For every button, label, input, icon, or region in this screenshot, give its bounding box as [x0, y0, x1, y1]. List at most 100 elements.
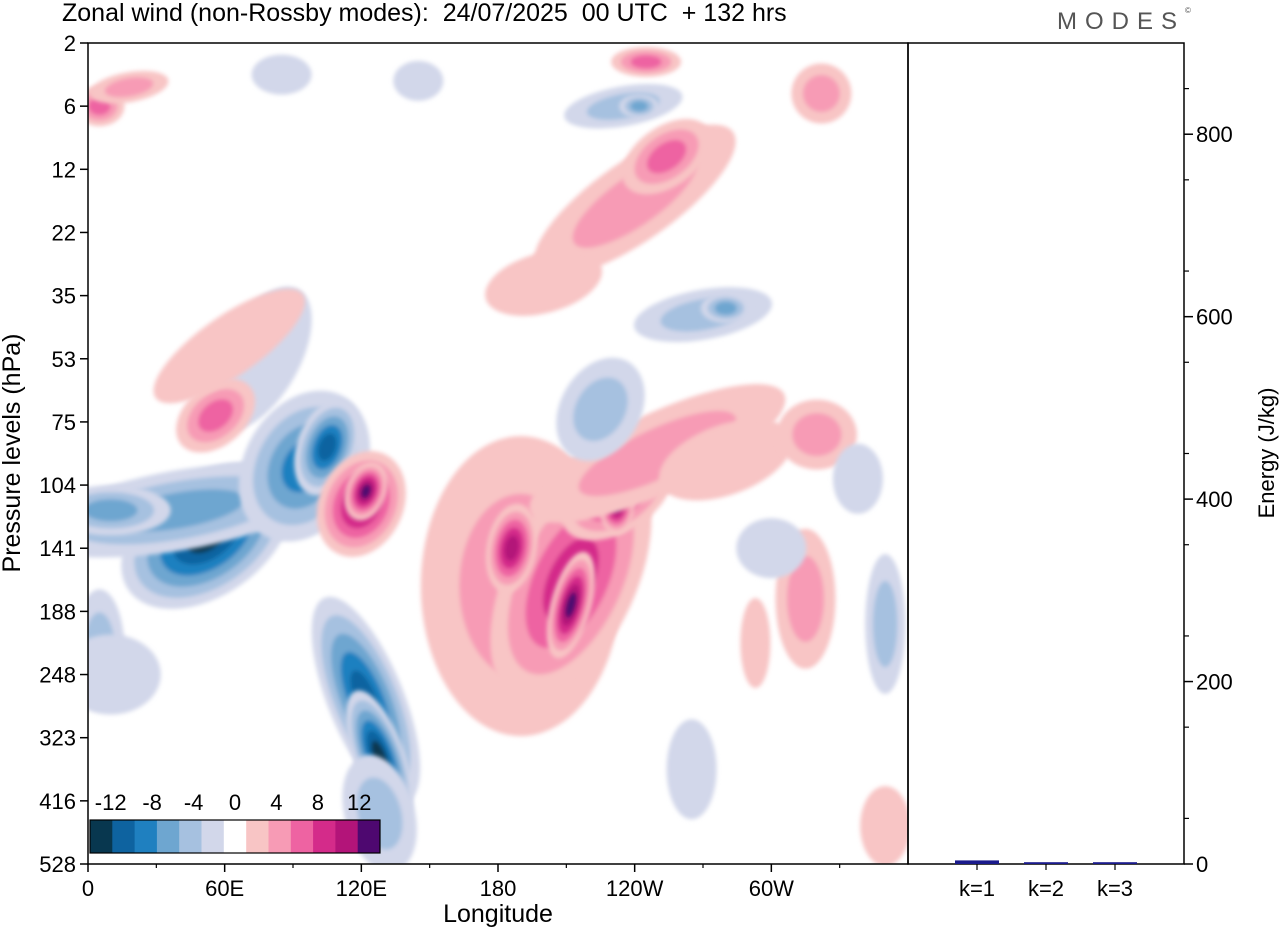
contour-level: [666, 719, 717, 820]
colorbar-swatch: [156, 820, 180, 853]
contour-blob: [865, 554, 906, 694]
energy-frame: [907, 42, 1185, 865]
contour-level: [872, 580, 898, 668]
y-tick-label: 323: [39, 726, 76, 751]
contour-blob: [611, 46, 682, 77]
colorbar-label: -12: [95, 790, 127, 815]
energy-bar: [955, 860, 999, 864]
contour-level: [198, 399, 234, 433]
y-axis-label: Pressure levels (hPa): [0, 334, 26, 573]
contour-level: [153, 288, 305, 404]
contour-level: [504, 535, 520, 561]
y-tick-label: 6: [64, 94, 76, 119]
contour-level: [860, 786, 908, 864]
contour-level: [578, 410, 737, 497]
colorbar-swatch: [268, 820, 292, 853]
contour-level: [832, 443, 883, 514]
contour-level: [736, 518, 807, 579]
contour-blob: [529, 384, 786, 523]
colorbar-legend: -12 -8 -4 0 4 8 12: [89, 790, 381, 854]
contour-blob: [556, 357, 645, 461]
contour-blob: [776, 399, 857, 470]
colorbar-label: 8: [312, 790, 324, 815]
energy-tick-label: 800: [1196, 122, 1233, 147]
contour-blob: [485, 503, 538, 593]
contour-level: [485, 250, 603, 316]
contour-blob: [485, 250, 603, 316]
contour-level: [630, 100, 649, 112]
y-tick-label: 104: [39, 473, 76, 498]
colorbar-swatch: [223, 820, 247, 853]
colorbar-swatch: [357, 820, 381, 853]
energy-tick-label: 200: [1196, 670, 1233, 695]
x-tick-label: 60E: [205, 876, 244, 901]
contour-level: [802, 75, 840, 112]
y-tick-label: 188: [39, 599, 76, 624]
y-tick-label: 2: [64, 31, 76, 56]
contour-level: [787, 555, 824, 642]
contour-level: [360, 484, 372, 499]
energy-tick-label: 0: [1196, 852, 1208, 877]
y-tick-label: 12: [52, 157, 76, 182]
colorbar-label: 12: [347, 790, 371, 815]
contour-blob: [294, 399, 361, 496]
energy-bar: [1093, 862, 1137, 864]
contour-blob: [736, 518, 807, 579]
contour-blob: [88, 634, 161, 715]
contour-blob: [832, 443, 883, 514]
contour-level: [573, 377, 628, 442]
y-tick-label: 35: [52, 284, 76, 309]
y-tick-label: 22: [52, 220, 76, 245]
contour-blob: [622, 118, 712, 195]
colorbar-swatch: [90, 820, 113, 853]
contour-level: [658, 419, 793, 501]
y-tick-label: 53: [52, 347, 76, 372]
contour-blob: [153, 288, 305, 404]
colorbar-swatch: [179, 820, 202, 853]
x-tick-label: 0: [82, 876, 94, 901]
contour-level: [104, 77, 154, 98]
contour-blob: [860, 786, 908, 864]
contour-level: [740, 598, 771, 688]
contour-field: [88, 46, 908, 864]
energy-category-label: k=1: [959, 876, 995, 901]
chart-title: Zonal wind (non-Rossby modes): 24/07/202…: [62, 0, 787, 27]
contour-level: [88, 634, 161, 715]
x-tick-label: 60W: [749, 876, 794, 901]
colorbar-frame: [89, 819, 381, 854]
contour-level: [251, 54, 312, 95]
brand-logo: MODES©: [1057, 6, 1191, 35]
y-tick-label: 141: [39, 536, 76, 561]
x-axis-label: Longitude: [443, 900, 553, 928]
contour-blob: [658, 419, 793, 501]
colorbar-label: -4: [184, 790, 204, 815]
contour-blob: [700, 293, 751, 324]
y-tick-label: 75: [52, 410, 76, 435]
contour-level: [393, 60, 444, 101]
colorbar-label: -8: [142, 790, 162, 815]
contour-blob: [633, 287, 773, 343]
x-tick-label: 120E: [336, 876, 387, 901]
energy-bar: [1024, 862, 1068, 864]
contour-blob: [546, 551, 595, 659]
energy-axis-label: Energy (J/kg): [1254, 388, 1279, 519]
contour-blob: [393, 60, 444, 101]
contour-blob: [619, 94, 660, 119]
contour-blob: [88, 485, 171, 536]
colorbar-swatch: [335, 820, 359, 853]
contour-blob: [740, 598, 771, 688]
contour-level: [565, 592, 577, 619]
contour-blob: [89, 70, 169, 104]
contour-blob: [251, 54, 312, 95]
contour-level: [630, 55, 662, 69]
y-tick-label: 248: [39, 663, 76, 688]
colorbar-swatch: [246, 820, 269, 853]
y-tick-label: 528: [39, 852, 76, 877]
energy-category-label: k=2: [1028, 876, 1064, 901]
colorbar-swatch: [290, 820, 314, 853]
contour-level: [317, 433, 337, 461]
contour-blob: [791, 63, 852, 124]
energy-category-label: k=3: [1097, 876, 1133, 901]
colorbar-swatch: [112, 820, 136, 853]
